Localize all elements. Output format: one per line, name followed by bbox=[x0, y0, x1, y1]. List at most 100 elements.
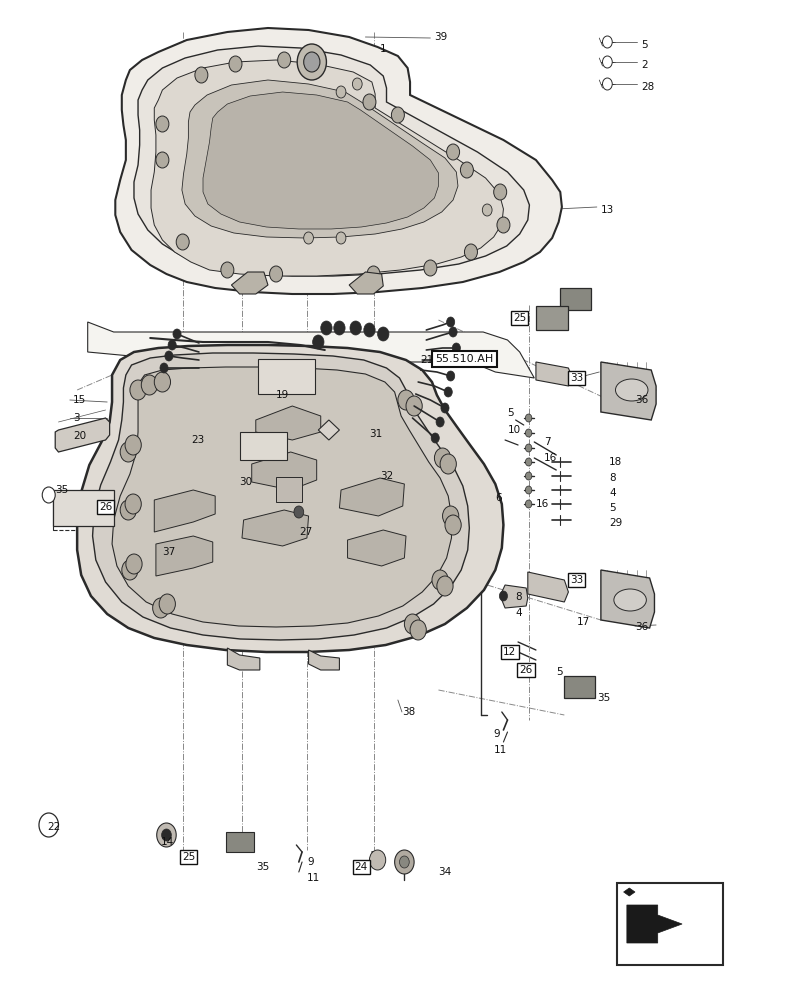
Text: 7: 7 bbox=[543, 437, 550, 447]
Circle shape bbox=[229, 56, 242, 72]
Ellipse shape bbox=[613, 589, 646, 611]
Circle shape bbox=[42, 487, 55, 503]
Text: 9: 9 bbox=[493, 729, 500, 739]
Bar bbox=[564, 676, 594, 698]
Circle shape bbox=[442, 506, 458, 526]
Polygon shape bbox=[115, 28, 561, 294]
Circle shape bbox=[160, 363, 168, 373]
Ellipse shape bbox=[615, 379, 647, 401]
Text: 17: 17 bbox=[576, 617, 589, 627]
Text: 15: 15 bbox=[73, 395, 86, 405]
Circle shape bbox=[410, 620, 426, 640]
Circle shape bbox=[141, 375, 157, 395]
Text: 3: 3 bbox=[73, 413, 79, 423]
Text: 11: 11 bbox=[493, 745, 506, 755]
Text: 30: 30 bbox=[239, 477, 252, 487]
Circle shape bbox=[602, 78, 611, 90]
Text: 35: 35 bbox=[596, 693, 609, 703]
Polygon shape bbox=[92, 353, 469, 640]
Bar bbox=[560, 288, 590, 310]
Text: 4: 4 bbox=[608, 488, 615, 498]
Polygon shape bbox=[77, 345, 503, 652]
Circle shape bbox=[297, 44, 326, 80]
Circle shape bbox=[525, 414, 531, 422]
Circle shape bbox=[367, 266, 380, 282]
Text: 25: 25 bbox=[182, 852, 195, 862]
Circle shape bbox=[404, 614, 420, 634]
Bar bbox=[53, 490, 114, 526]
Circle shape bbox=[452, 343, 460, 353]
Text: 21: 21 bbox=[420, 355, 433, 365]
Polygon shape bbox=[154, 490, 215, 532]
Polygon shape bbox=[600, 570, 654, 628]
Circle shape bbox=[431, 433, 439, 443]
Polygon shape bbox=[527, 572, 568, 602]
Circle shape bbox=[161, 829, 171, 841]
Circle shape bbox=[333, 321, 345, 335]
Circle shape bbox=[221, 262, 234, 278]
Circle shape bbox=[399, 856, 409, 868]
Text: 23: 23 bbox=[191, 435, 204, 445]
Circle shape bbox=[525, 486, 531, 494]
Polygon shape bbox=[55, 418, 109, 452]
Polygon shape bbox=[339, 478, 404, 516]
Text: 8: 8 bbox=[608, 473, 615, 483]
Circle shape bbox=[434, 448, 450, 468]
Circle shape bbox=[294, 506, 303, 518]
Text: 2: 2 bbox=[641, 60, 647, 70]
Text: 5: 5 bbox=[641, 40, 647, 50]
Text: 39: 39 bbox=[434, 32, 447, 42]
Polygon shape bbox=[203, 92, 438, 229]
Circle shape bbox=[176, 234, 189, 250]
Circle shape bbox=[173, 329, 181, 339]
Text: 35: 35 bbox=[55, 485, 68, 495]
Text: 22: 22 bbox=[47, 822, 60, 832]
Bar bbox=[258, 359, 315, 394]
Polygon shape bbox=[227, 648, 260, 670]
Circle shape bbox=[303, 52, 320, 72]
Text: 10: 10 bbox=[507, 425, 520, 435]
Text: 20: 20 bbox=[73, 431, 86, 441]
Circle shape bbox=[352, 78, 362, 90]
Text: 35: 35 bbox=[255, 862, 268, 872]
Circle shape bbox=[391, 107, 404, 123]
Polygon shape bbox=[112, 367, 451, 627]
Polygon shape bbox=[156, 536, 212, 576]
Circle shape bbox=[165, 351, 173, 361]
Circle shape bbox=[336, 86, 345, 98]
Text: 33: 33 bbox=[569, 575, 582, 585]
Text: 36: 36 bbox=[634, 395, 647, 405]
Polygon shape bbox=[251, 452, 316, 490]
Circle shape bbox=[156, 116, 169, 132]
Circle shape bbox=[460, 162, 473, 178]
Circle shape bbox=[156, 152, 169, 168]
Circle shape bbox=[493, 184, 506, 200]
Circle shape bbox=[126, 554, 142, 574]
Text: 19: 19 bbox=[276, 390, 289, 400]
Polygon shape bbox=[151, 60, 503, 276]
Circle shape bbox=[525, 472, 531, 480]
Text: 13: 13 bbox=[600, 205, 613, 215]
Circle shape bbox=[168, 340, 176, 350]
Text: 14: 14 bbox=[161, 837, 174, 847]
Text: 9: 9 bbox=[307, 857, 313, 867]
Polygon shape bbox=[347, 530, 406, 566]
Bar bbox=[225, 832, 254, 852]
Circle shape bbox=[157, 823, 176, 847]
Circle shape bbox=[130, 380, 146, 400]
Circle shape bbox=[440, 403, 448, 413]
Circle shape bbox=[377, 327, 388, 341]
Text: 28: 28 bbox=[641, 82, 654, 92]
Text: 18: 18 bbox=[608, 457, 621, 467]
Text: 25: 25 bbox=[513, 313, 526, 323]
Circle shape bbox=[303, 232, 313, 244]
Text: 5: 5 bbox=[608, 503, 615, 513]
Circle shape bbox=[195, 67, 208, 83]
Text: 37: 37 bbox=[162, 547, 175, 557]
Circle shape bbox=[312, 335, 324, 349]
Circle shape bbox=[436, 576, 453, 596]
Circle shape bbox=[369, 850, 385, 870]
Circle shape bbox=[159, 594, 175, 614]
Text: 5: 5 bbox=[556, 667, 562, 677]
Bar bbox=[616, 883, 722, 965]
